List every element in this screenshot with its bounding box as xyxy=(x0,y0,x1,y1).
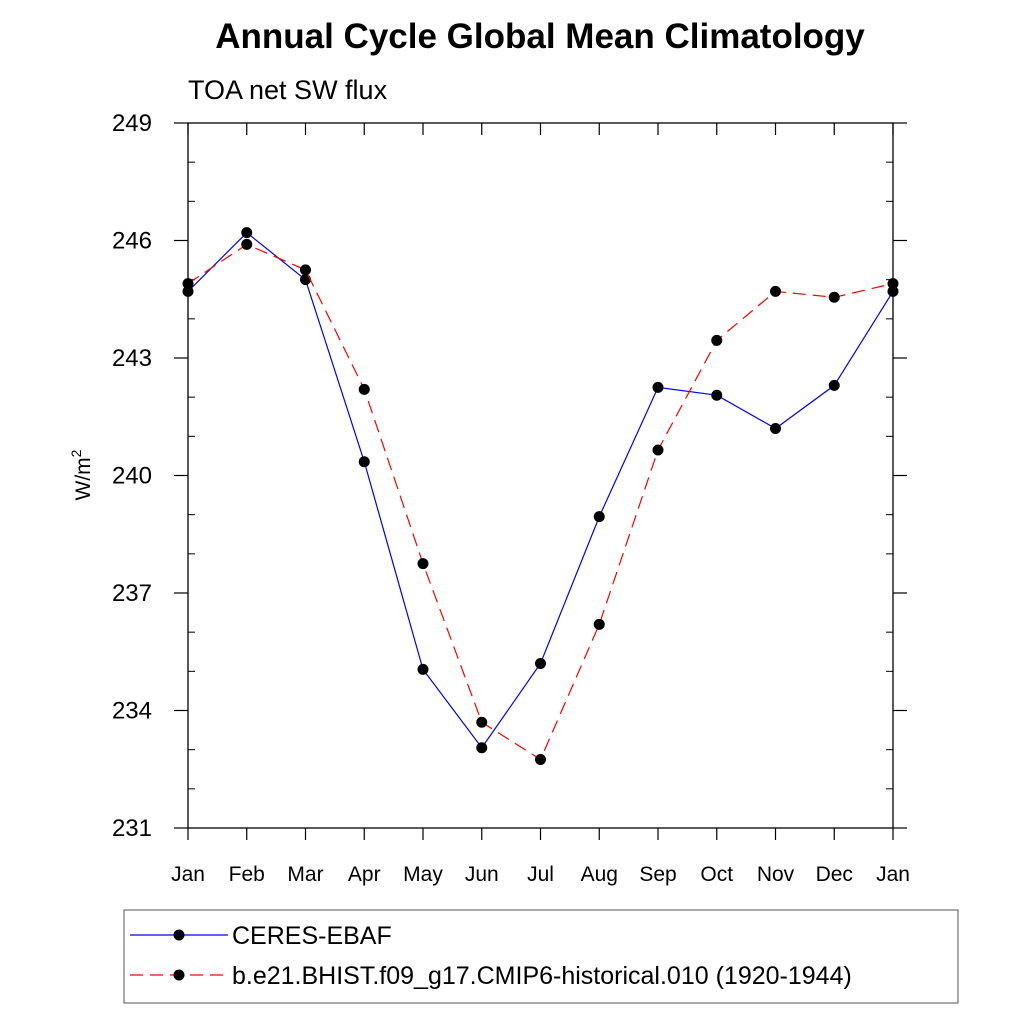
series-1-point xyxy=(770,423,781,434)
series-1-point xyxy=(241,227,253,239)
series-2-point xyxy=(417,558,429,570)
y-tick-label: 231 xyxy=(112,815,152,842)
series-2-point xyxy=(358,383,370,395)
series-2-point xyxy=(652,444,664,456)
x-tick-label: Dec xyxy=(816,863,853,886)
series-line-2 xyxy=(187,243,894,761)
series-1-point xyxy=(417,663,429,675)
series-1-point xyxy=(300,274,311,286)
series-1-point xyxy=(535,658,546,669)
series-2-point xyxy=(770,285,781,297)
series-line-1 xyxy=(187,231,894,749)
x-tick-label: Mar xyxy=(287,863,323,886)
series-1-point xyxy=(358,456,370,468)
legend-marker-1 xyxy=(173,929,185,941)
legend-label-2: b.e21.BHIST.f09_g17.CMIP6-historical.010… xyxy=(232,962,852,990)
series-2-point xyxy=(476,716,488,728)
series-2-point xyxy=(711,334,723,346)
legend: CERES-EBAF b.e21.BHIST.f09_g17.CMIP6-hist… xyxy=(130,922,852,990)
series-1-point xyxy=(182,285,194,297)
series-1-point xyxy=(711,389,723,401)
y-tick-label: 240 xyxy=(112,463,152,490)
plot-frame xyxy=(187,122,894,829)
series-2-point xyxy=(300,264,311,276)
series-1-point xyxy=(828,379,840,391)
x-tick-label: Jan xyxy=(876,863,910,886)
y-tick-label: 234 xyxy=(112,698,152,725)
series-1-point xyxy=(652,381,664,393)
legend-marker-2 xyxy=(173,969,185,981)
y-tick-label: 246 xyxy=(112,228,152,255)
y-axis-label-base: W/m xyxy=(72,457,95,500)
series-layer xyxy=(182,227,899,765)
x-tick-label: Sep xyxy=(639,863,676,886)
axes: Jan Feb Mar Apr May Jun Jul Aug Sep Oct Nov Dec Jan 2… xyxy=(112,110,910,886)
chart-title: Annual Cycle Global Mean Climatology xyxy=(215,17,865,56)
series-1-point xyxy=(593,511,605,523)
legend-box xyxy=(123,909,959,1004)
series-2-point xyxy=(182,278,194,290)
x-tick-label: Nov xyxy=(757,863,795,886)
series-2-point xyxy=(593,618,605,630)
x-tick-label: Aug xyxy=(581,863,618,886)
series-1-point xyxy=(887,285,899,297)
legend-label-1: CERES-EBAF xyxy=(232,922,392,950)
x-tick-label: May xyxy=(403,863,443,886)
chart-subtitle: TOA net SW flux xyxy=(188,75,388,105)
x-tick-label: Jun xyxy=(465,863,499,886)
series-2-point xyxy=(535,753,546,765)
series-2-point xyxy=(887,278,899,290)
x-tick-label: Apr xyxy=(348,863,381,886)
y-tick-label: 243 xyxy=(112,345,152,372)
x-tick-label: Jul xyxy=(527,863,554,886)
x-tick-label: Jan xyxy=(171,863,205,886)
x-tick-label: Oct xyxy=(700,863,733,886)
y-axis-label-superscript: 2 xyxy=(68,449,84,457)
series-1-point xyxy=(476,742,488,754)
series-2-point xyxy=(241,238,253,250)
x-tick-label: Feb xyxy=(229,863,265,886)
y-tick-label: 249 xyxy=(112,110,152,137)
y-axis-label: W/m2 xyxy=(68,449,95,500)
y-tick-label: 237 xyxy=(112,580,152,607)
series-2-point xyxy=(828,291,840,303)
